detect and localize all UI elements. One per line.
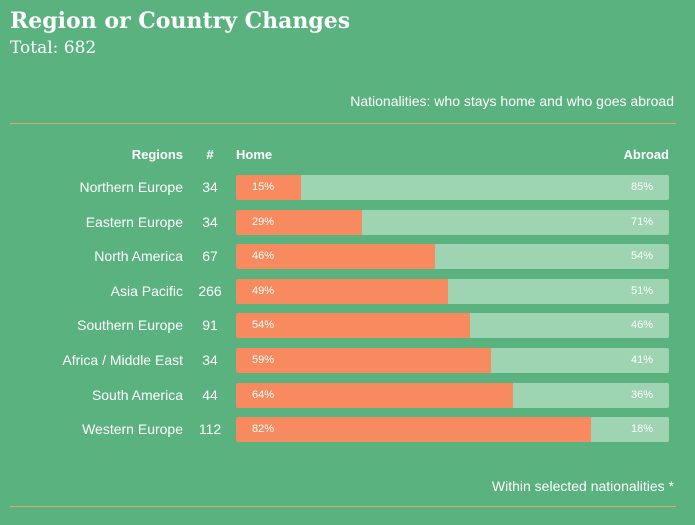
chart-subtitle: Nationalities: who stays home and who go… — [350, 93, 674, 109]
region-count: 34 — [202, 214, 218, 230]
region-label: Eastern Europe — [85, 214, 183, 230]
home-bar-segment — [236, 383, 513, 408]
header-regions: Regions — [131, 147, 183, 162]
abroad-bar-segment — [591, 417, 669, 442]
bottom-divider — [10, 506, 676, 507]
abroad-percent-label: 54% — [630, 250, 653, 262]
header-count: # — [206, 147, 214, 162]
home-percent-label: 15% — [252, 181, 275, 193]
home-bar-segment — [236, 175, 301, 200]
home-percent-label: 82% — [252, 423, 275, 435]
stacked-bar: 54% 46% — [236, 313, 669, 338]
abroad-bar-segment — [435, 244, 669, 269]
abroad-percent-label: 36% — [630, 389, 653, 401]
table-row: Northern Europe 34 15% 85% — [0, 175, 695, 200]
region-label: Africa / Middle East — [62, 352, 183, 368]
abroad-bar-segment — [301, 175, 669, 200]
home-percent-label: 46% — [252, 250, 275, 262]
stacked-bar: 15% 85% — [236, 175, 669, 200]
region-label: Asia Pacific — [110, 283, 183, 299]
abroad-percent-label: 46% — [630, 319, 653, 331]
table-row: Africa / Middle East 34 59% 41% — [0, 348, 695, 373]
stacked-bar: 29% 71% — [236, 210, 669, 235]
abroad-percent-label: 85% — [630, 181, 653, 193]
chart-title: Region or Country Changes — [10, 8, 351, 34]
stacked-bar: 49% 51% — [236, 279, 669, 304]
home-bar-segment — [236, 313, 470, 338]
region-count: 34 — [202, 352, 218, 368]
home-percent-label: 54% — [252, 319, 275, 331]
total-count: Total: 682 — [10, 38, 97, 58]
abroad-percent-label: 51% — [630, 285, 653, 297]
abroad-bar-segment — [362, 210, 669, 235]
header-home: Home — [236, 147, 273, 162]
home-percent-label: 29% — [252, 216, 275, 228]
abroad-percent-label: 71% — [630, 216, 653, 228]
abroad-bar-segment — [513, 383, 669, 408]
region-label: Southern Europe — [77, 317, 183, 333]
table-row: North America 67 46% 54% — [0, 244, 695, 269]
top-divider — [10, 123, 676, 124]
footnote: Within selected nationalities * — [491, 478, 674, 494]
region-count: 44 — [202, 387, 218, 403]
header-abroad: Abroad — [623, 147, 670, 162]
home-percent-label: 59% — [252, 354, 275, 366]
region-count: 266 — [198, 283, 222, 299]
home-percent-label: 64% — [252, 389, 275, 401]
home-bar-segment — [236, 279, 448, 304]
table-row: Asia Pacific 266 49% 51% — [0, 279, 695, 304]
abroad-bar-segment — [470, 313, 669, 338]
region-count: 67 — [202, 248, 218, 264]
table-row: Western Europe 112 82% 18% — [0, 417, 695, 442]
abroad-percent-label: 41% — [630, 354, 653, 366]
home-percent-label: 49% — [252, 285, 275, 297]
region-label: Western Europe — [82, 421, 183, 437]
stacked-bar: 59% 41% — [236, 348, 669, 373]
stacked-bar: 64% 36% — [236, 383, 669, 408]
region-count: 91 — [202, 317, 218, 333]
stacked-bar: 46% 54% — [236, 244, 669, 269]
abroad-bar-segment — [448, 279, 669, 304]
home-bar-segment — [236, 210, 362, 235]
table-row: South America 44 64% 36% — [0, 383, 695, 408]
table-row: Eastern Europe 34 29% 71% — [0, 210, 695, 235]
region-count: 34 — [202, 179, 218, 195]
table-row: Southern Europe 91 54% 46% — [0, 313, 695, 338]
region-label: Northern Europe — [79, 179, 183, 195]
stacked-bar: 82% 18% — [236, 417, 669, 442]
region-label: North America — [94, 248, 183, 264]
abroad-percent-label: 18% — [630, 423, 653, 435]
home-bar-segment — [236, 417, 591, 442]
region-count: 112 — [198, 421, 222, 437]
home-bar-segment — [236, 244, 435, 269]
abroad-bar-segment — [491, 348, 669, 373]
region-label: South America — [91, 387, 183, 403]
home-bar-segment — [236, 348, 491, 373]
